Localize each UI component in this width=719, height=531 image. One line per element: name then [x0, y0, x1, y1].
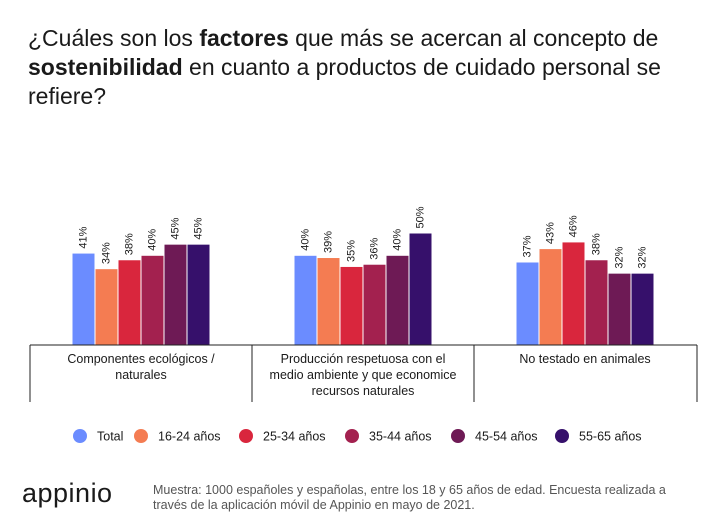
data-label: 38% [591, 233, 603, 255]
legend-marker [239, 429, 253, 443]
data-label: 45% [170, 217, 182, 239]
bar-total-1 [294, 255, 317, 345]
data-label: 35% [346, 240, 358, 262]
chart-title: ¿Cuáles son los factores que más se acer… [28, 24, 698, 111]
legend-marker [345, 429, 359, 443]
legend-label: 55-65 años [579, 430, 642, 444]
legend-marker [134, 429, 148, 443]
legend-label: 45-54 años [475, 430, 538, 444]
data-label: 34% [101, 242, 113, 264]
data-label: 45% [193, 217, 205, 239]
data-label: 39% [323, 231, 335, 253]
bar-45-54-años-0 [164, 244, 187, 345]
data-label: 40% [300, 229, 312, 251]
data-label: 41% [78, 226, 90, 248]
bar-total-0 [72, 253, 95, 345]
bar-45-54-años-2 [608, 273, 631, 345]
data-label: 38% [124, 233, 136, 255]
data-label: 46% [568, 215, 580, 237]
bar-55-65-años-0 [187, 244, 210, 345]
data-label: 40% [392, 229, 404, 251]
legend-marker [555, 429, 569, 443]
data-label: 36% [369, 237, 381, 259]
data-label: 40% [147, 229, 159, 251]
bar-total-2 [516, 262, 539, 345]
bar-16-24-años-2 [539, 249, 562, 345]
category-label: medio ambiente y que economice [270, 368, 457, 382]
bar-35-44-años-2 [585, 260, 608, 345]
appinio-logo: appinio [22, 478, 113, 508]
bar-25-34-años-2 [562, 242, 585, 345]
bar-16-24-años-1 [317, 258, 340, 345]
legend-label: Total [97, 430, 123, 444]
data-label: 32% [637, 246, 649, 268]
bar-25-34-años-1 [340, 266, 363, 345]
bar-35-44-años-1 [363, 264, 386, 345]
data-label: 37% [522, 235, 534, 257]
bar-55-65-años-2 [631, 273, 654, 345]
category-label: recursos naturales [312, 384, 415, 398]
legend-marker [73, 429, 87, 443]
legend-marker [451, 429, 465, 443]
sample-note: Muestra: 1000 españoles y españolas, ent… [153, 483, 666, 512]
category-label: Componentes ecológicos / [67, 352, 215, 366]
bar-55-65-años-1 [409, 233, 432, 345]
legend-label: 25-34 años [263, 430, 326, 444]
data-label: 32% [614, 246, 626, 268]
data-label: 43% [545, 222, 557, 244]
category-label: naturales [115, 368, 166, 382]
bar-25-34-años-0 [118, 260, 141, 345]
category-label: No testado en animales [519, 352, 650, 366]
title-part-1: ¿Cuáles son los [28, 25, 200, 51]
title-bold-1: factores [199, 25, 289, 51]
category-label: Producción respetuosa con el [281, 352, 446, 366]
legend-label: 16-24 años [158, 430, 221, 444]
title-part-2: que más se acercan al concepto de [288, 25, 659, 51]
data-label: 50% [415, 206, 427, 228]
bar-16-24-años-0 [95, 269, 118, 345]
title-part-3: en cuanto a productos de cuidado persona… [28, 54, 661, 109]
bar-45-54-años-1 [386, 255, 409, 345]
title-bold-2: sostenibilidad [28, 54, 183, 80]
legend-label: 35-44 años [369, 430, 432, 444]
bar-35-44-años-0 [141, 255, 164, 345]
